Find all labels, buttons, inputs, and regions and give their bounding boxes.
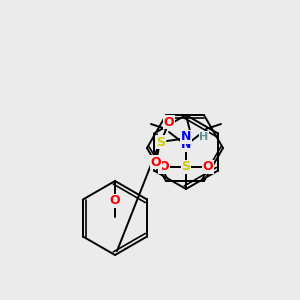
Text: O: O	[151, 155, 161, 169]
Text: N: N	[181, 130, 191, 143]
Text: O: O	[159, 160, 169, 173]
Text: S: S	[182, 160, 190, 173]
Text: O: O	[110, 194, 120, 208]
Text: O: O	[203, 160, 213, 173]
Text: H: H	[200, 132, 208, 142]
Text: N: N	[181, 139, 191, 152]
Text: O: O	[164, 116, 174, 128]
Text: S: S	[157, 136, 166, 148]
